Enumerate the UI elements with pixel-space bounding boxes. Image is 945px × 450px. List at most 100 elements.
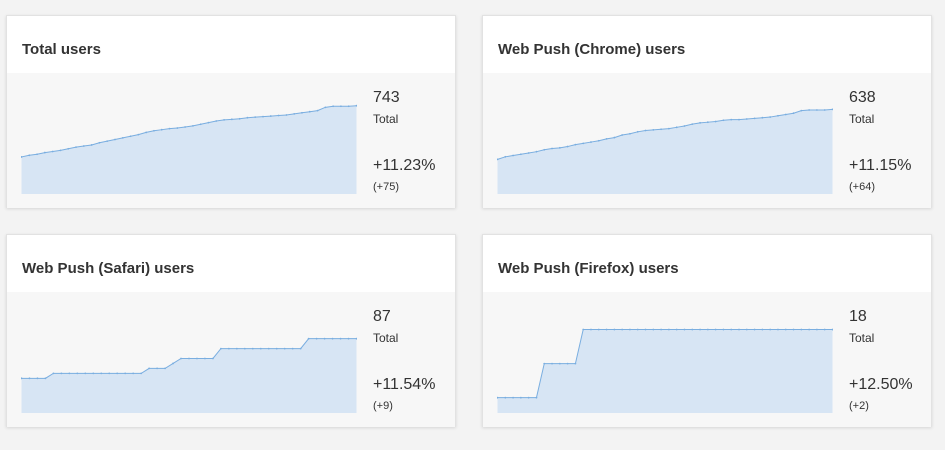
data-point xyxy=(148,367,151,370)
data-point xyxy=(745,328,748,331)
data-point xyxy=(324,106,327,109)
data-point xyxy=(777,328,779,331)
data-point xyxy=(527,152,530,154)
data-point xyxy=(114,138,116,141)
data-point xyxy=(168,127,171,130)
change-percent: +12.50% xyxy=(849,376,913,393)
sparkline-chart xyxy=(21,104,357,194)
data-point xyxy=(223,118,225,121)
data-point xyxy=(137,133,140,136)
data-point xyxy=(316,109,319,112)
data-point xyxy=(207,121,210,124)
data-point xyxy=(67,147,70,150)
data-point xyxy=(176,127,179,129)
data-point xyxy=(745,118,748,120)
data-point xyxy=(613,136,616,139)
series-line xyxy=(497,108,833,160)
card-title: Total users xyxy=(22,41,101,58)
data-point xyxy=(629,328,631,331)
data-point xyxy=(590,141,592,143)
data-point xyxy=(238,117,241,120)
data-point xyxy=(293,112,296,115)
data-point xyxy=(551,147,553,150)
change-absolute: (+2) xyxy=(849,400,869,412)
data-point xyxy=(582,328,585,331)
data-point xyxy=(629,132,631,135)
series-line xyxy=(21,105,357,158)
data-point xyxy=(108,372,111,375)
data-point xyxy=(100,372,103,375)
data-point xyxy=(800,328,803,331)
change-percent: +11.15% xyxy=(849,157,912,174)
data-point xyxy=(331,337,334,340)
data-point xyxy=(497,396,499,399)
card-body: 87 Total +11.54% (+9) xyxy=(7,292,455,427)
data-point xyxy=(504,155,507,158)
data-point xyxy=(605,328,608,331)
data-point xyxy=(124,372,127,375)
change-absolute: (+9) xyxy=(373,400,393,412)
data-point xyxy=(675,328,678,331)
data-point xyxy=(644,129,647,132)
data-point xyxy=(121,136,124,139)
sparkline-chart xyxy=(497,328,833,413)
data-point xyxy=(132,372,135,375)
total-label: Total xyxy=(373,331,399,345)
data-point xyxy=(44,377,47,380)
data-point xyxy=(188,357,190,360)
data-point xyxy=(339,337,342,340)
data-point xyxy=(51,150,54,153)
data-point xyxy=(153,129,155,132)
data-point xyxy=(675,126,678,129)
data-point xyxy=(792,328,795,331)
data-point xyxy=(566,145,569,148)
data-point xyxy=(82,145,85,147)
data-point xyxy=(199,123,202,126)
data-point xyxy=(227,347,230,350)
data-point xyxy=(753,328,756,331)
data-point xyxy=(714,120,717,123)
data-point xyxy=(699,328,701,331)
card-body: 18 Total +12.50% (+2) xyxy=(483,292,931,427)
data-point xyxy=(777,114,779,117)
data-point xyxy=(246,116,249,119)
sparkline-chart xyxy=(497,108,833,194)
data-point xyxy=(667,127,670,130)
card-total-users: Total users 743 Total +11.23% (+75) xyxy=(6,15,456,208)
sparkline-chart xyxy=(21,337,357,413)
data-point xyxy=(574,362,577,365)
data-point xyxy=(691,328,694,331)
data-point xyxy=(156,367,158,370)
data-point xyxy=(784,328,787,331)
total-label: Total xyxy=(849,331,875,345)
data-point xyxy=(497,158,499,161)
data-point xyxy=(220,347,222,350)
data-point xyxy=(691,123,694,126)
data-point xyxy=(823,109,826,111)
data-point xyxy=(191,124,194,127)
data-point xyxy=(706,121,709,124)
data-point xyxy=(184,126,187,128)
data-point xyxy=(823,328,826,331)
card-web-push-firefox-users: Web Push (Firefox) users 18 Total +12.50… xyxy=(482,234,932,427)
area-fill xyxy=(21,338,357,413)
change-absolute: (+75) xyxy=(373,181,399,193)
data-point xyxy=(582,142,585,145)
data-point xyxy=(59,149,62,152)
data-point xyxy=(259,347,262,350)
data-point xyxy=(761,116,764,119)
data-point xyxy=(332,105,335,108)
data-point xyxy=(512,396,514,399)
data-point xyxy=(28,154,31,157)
data-point xyxy=(28,377,31,380)
data-point xyxy=(753,117,756,120)
data-point xyxy=(275,347,278,350)
data-point xyxy=(551,362,553,365)
data-point xyxy=(722,328,725,331)
data-point xyxy=(792,112,795,115)
data-point xyxy=(21,156,23,158)
data-point xyxy=(605,137,608,140)
data-point xyxy=(644,328,647,331)
data-point xyxy=(301,111,303,114)
data-point xyxy=(769,116,772,118)
